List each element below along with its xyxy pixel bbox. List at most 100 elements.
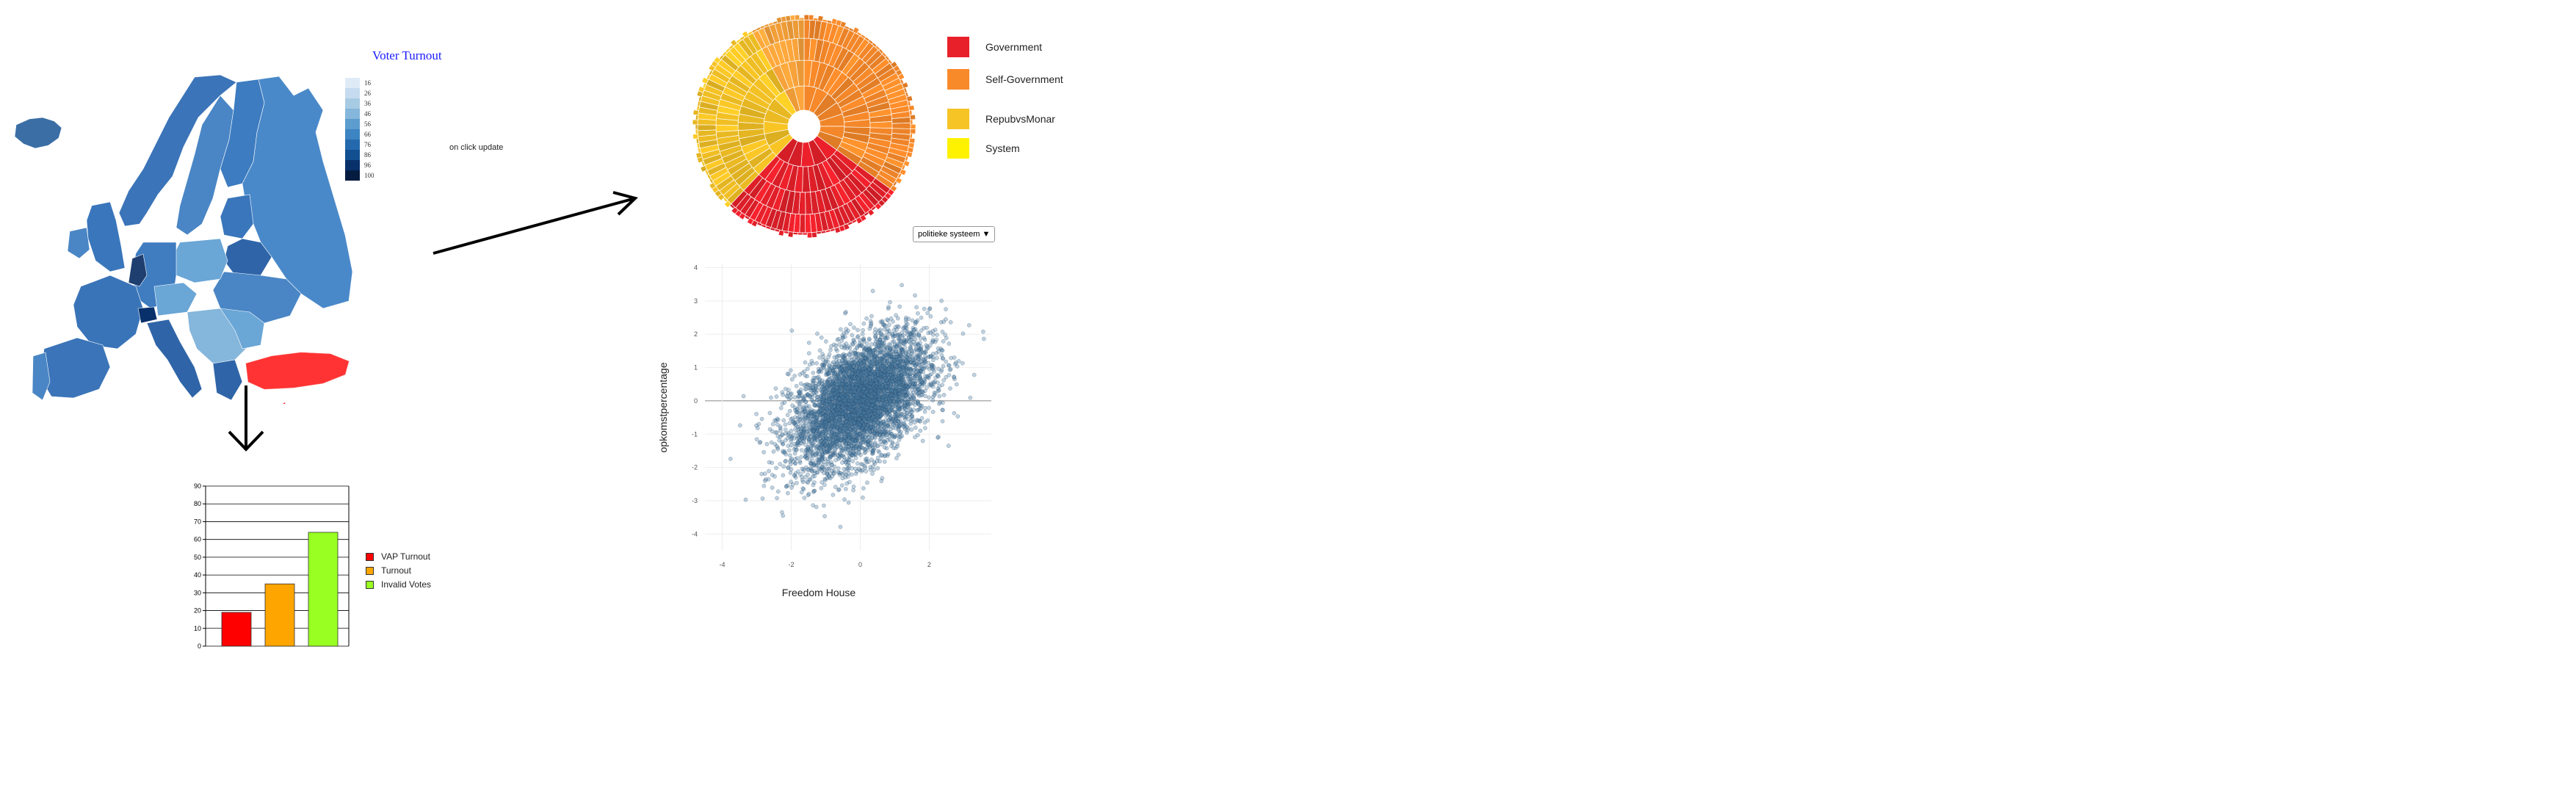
scatter-point (828, 449, 833, 454)
map-country-turkey[interactable] (245, 352, 350, 390)
sunburst-arc[interactable] (909, 114, 916, 120)
sunburst-arc[interactable] (799, 17, 805, 21)
sunburst-arc[interactable] (797, 232, 803, 236)
sunburst-arc[interactable] (910, 128, 916, 134)
sunburst-arc[interactable] (789, 15, 796, 21)
map-country-cyprus[interactable] (281, 402, 286, 411)
scatter-point (886, 318, 891, 323)
scatter-point (918, 428, 923, 433)
sunburst-arc[interactable] (794, 14, 800, 21)
scatter-point (814, 504, 819, 510)
sunburst-arc[interactable] (816, 231, 822, 235)
scatter-point (968, 395, 973, 400)
scatter-point (857, 442, 862, 447)
scatter-point (894, 401, 899, 405)
sunburst-arc[interactable] (891, 123, 911, 129)
map-country-switzerland[interactable] (137, 306, 158, 324)
sunburst-arc[interactable] (697, 124, 717, 131)
sunburst-arc[interactable] (906, 95, 913, 102)
scatter-point (940, 356, 945, 361)
scatter-point (795, 480, 799, 485)
scatter-point (829, 435, 834, 440)
scatter-plot[interactable]: 4 3 2 1 0 -1 -2 -3 -4 -4 -2 0 2 Freedom House opkomstp… (632, 253, 999, 613)
europe-map[interactable] (0, 66, 367, 411)
sunburst-chart[interactable] (687, 9, 922, 244)
scatter-point (875, 391, 880, 396)
europe-map-svg[interactable] (0, 66, 367, 411)
sunburst-arc[interactable] (792, 231, 798, 236)
scatter-point (875, 429, 880, 434)
map-country-romania[interactable] (220, 308, 265, 350)
sunburst-arc[interactable] (802, 232, 808, 236)
sunburst-arc[interactable] (695, 124, 698, 130)
scatter-point (903, 388, 908, 394)
sunburst-arc[interactable] (808, 14, 814, 21)
scatter-point (871, 404, 876, 409)
map-country-italy[interactable] (146, 319, 203, 399)
sunburst-arc[interactable] (909, 109, 913, 116)
scatter-point (838, 385, 843, 390)
scatter-point (897, 388, 902, 392)
sunburst-arc[interactable] (908, 104, 915, 112)
sunburst-arc[interactable] (783, 231, 789, 234)
sunburst-arc[interactable] (806, 232, 813, 239)
sunburst-arc[interactable] (797, 19, 805, 39)
scatter-point (891, 400, 896, 405)
sunburst-arc[interactable] (696, 105, 701, 112)
sunburst-arc[interactable] (909, 133, 913, 139)
scatter-point (923, 394, 928, 399)
map-country-portugal[interactable] (32, 352, 51, 401)
scatter-point (881, 372, 886, 376)
scatter-point (828, 455, 833, 460)
sunburst-arc[interactable] (910, 123, 916, 130)
sunburst-arc[interactable] (695, 128, 698, 134)
scatter-point (927, 395, 931, 400)
sunburst-arc[interactable] (820, 230, 827, 234)
scatter-point (828, 410, 833, 416)
scatter-point (872, 399, 878, 404)
map-country-benelux[interactable] (128, 253, 148, 287)
map-country-austria-czech[interactable] (153, 282, 198, 316)
scatter-point (917, 352, 922, 357)
map-country-norway[interactable] (118, 74, 237, 227)
scatter-point (885, 346, 889, 351)
scatter-point (816, 461, 821, 466)
sunburst-arc[interactable] (869, 121, 893, 128)
scatter-point (936, 346, 941, 351)
map-country-iceland[interactable] (14, 117, 62, 149)
scatter-point (891, 366, 897, 370)
scatter-point (836, 378, 841, 383)
map-country-france[interactable] (73, 275, 144, 350)
scatter-point (828, 445, 832, 449)
sunburst-arc[interactable] (811, 231, 817, 238)
sunburst-arc[interactable] (803, 14, 809, 21)
map-country-poland[interactable] (172, 238, 228, 283)
scatter-point (896, 325, 901, 329)
sunburst-arc[interactable] (910, 119, 913, 125)
scatter-point (888, 356, 892, 361)
sunburst-arc[interactable] (695, 138, 700, 144)
sunburst-arc[interactable] (805, 214, 812, 233)
sunburst-svg[interactable] (687, 9, 922, 244)
scatter-point (842, 376, 847, 381)
scatter-point (908, 396, 913, 402)
map-country-baltics[interactable] (220, 194, 254, 239)
sunburst-arc[interactable] (715, 125, 739, 132)
system-dropdown[interactable]: politieke systeem ▼ (913, 226, 996, 242)
map-country-spain[interactable] (40, 337, 111, 399)
map-country-uk[interactable] (86, 201, 126, 272)
scatter-point (875, 412, 880, 416)
sunburst-arc[interactable] (692, 119, 698, 126)
scatter-point (936, 388, 941, 393)
scatter-point (832, 381, 836, 386)
scatter-point (853, 396, 858, 402)
scatter-point (864, 408, 869, 412)
sunburst-arc[interactable] (813, 18, 819, 21)
map-country-ireland[interactable] (67, 227, 90, 259)
map-country-greece[interactable] (212, 359, 243, 401)
map-country-russia[interactable] (242, 76, 353, 309)
sunburst-arc[interactable] (695, 115, 699, 120)
sunburst-arc[interactable] (692, 133, 699, 140)
scatter-point (850, 377, 855, 382)
